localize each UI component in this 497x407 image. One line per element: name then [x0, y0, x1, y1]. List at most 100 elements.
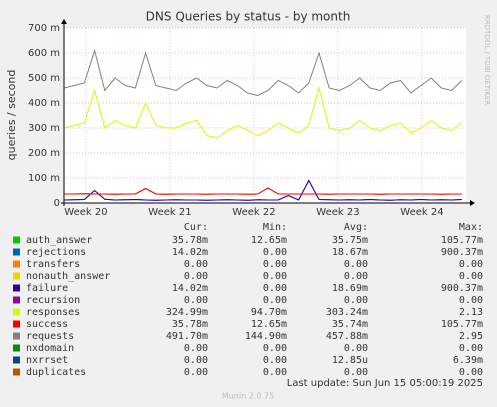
y-axis-arrow: [61, 19, 67, 24]
legend-header: Min:: [263, 222, 287, 233]
y-tick-label: 700 m: [28, 23, 60, 34]
chart-title: DNS Queries by status - by month: [146, 10, 351, 24]
legend-stat: 0.00: [184, 355, 208, 366]
x-tick-label: Week 20: [64, 207, 107, 218]
legend-swatch: [13, 320, 20, 328]
legend-stat: 2.13: [459, 307, 483, 318]
legend-header: Max:: [459, 222, 483, 233]
legend-stat: 0.00: [263, 259, 287, 270]
legend-stat: 35.78m: [172, 319, 208, 330]
legend-stat: 0.00: [263, 295, 287, 306]
last-update: Last update: Sun Jun 15 05:00:19 2025: [287, 378, 483, 389]
legend-name: nonauth_answer: [26, 271, 110, 282]
legend-stat: 0.00: [344, 271, 368, 282]
legend-stat: 491.70m: [166, 331, 208, 342]
x-tick-label: Week 24: [400, 207, 443, 218]
legend-swatch: [13, 296, 20, 304]
legend-stat: 900.37m: [441, 283, 483, 294]
legend-stat: 0.00: [184, 367, 208, 378]
legend-stat: 0.00: [184, 295, 208, 306]
legend-stat: 0.00: [263, 355, 287, 366]
legend-stat: 35.74m: [332, 319, 368, 330]
legend-stat: 144.90m: [245, 331, 287, 342]
legend-swatch: [13, 368, 20, 376]
y-tick-label: 400 m: [28, 98, 60, 109]
legend-stat: 0.00: [263, 343, 287, 354]
legend-swatch: [13, 356, 20, 364]
legend-swatch: [13, 248, 20, 256]
legend-stat: 324.99m: [166, 307, 208, 318]
legend-name: responses: [26, 307, 80, 318]
legend-stat: 0.00: [344, 367, 368, 378]
legend-swatch: [13, 260, 20, 268]
legend-stat: 0.00: [263, 271, 287, 282]
x-tick-label: Week 22: [232, 207, 275, 218]
legend-stat: 0.00: [459, 271, 483, 282]
plot-area: [64, 28, 466, 203]
x-tick-label: Week 23: [316, 207, 359, 218]
legend-swatch: [13, 272, 20, 280]
series-line: [64, 187, 462, 195]
legend-stat: 0.00: [344, 295, 368, 306]
legend-stat: 12.85u: [332, 355, 368, 366]
legend-stat: 0.00: [184, 271, 208, 282]
legend-name: rejections: [26, 247, 86, 258]
legend-name: nxrrset: [26, 355, 68, 366]
legend-stat: 2.95: [459, 331, 483, 342]
legend-name: success: [26, 319, 68, 330]
legend-name: requests: [26, 331, 74, 342]
legend-stat: 0.00: [344, 259, 368, 270]
legend-stat: 94.70m: [251, 307, 287, 318]
legend-name: failure: [26, 283, 68, 294]
legend-stat: 14.02m: [172, 283, 208, 294]
legend-stat: 0.00: [459, 259, 483, 270]
x-axis-arrow: [470, 200, 475, 206]
legend-stat: 35.75m: [332, 235, 368, 246]
legend-stat: 12.65m: [251, 235, 287, 246]
legend-stat: 14.02m: [172, 247, 208, 258]
legend-swatch: [13, 344, 20, 352]
legend-stat: 12.65m: [251, 319, 287, 330]
legend-stat: 0.00: [263, 283, 287, 294]
legend-name: recursion: [26, 295, 80, 306]
legend-header: Avg:: [344, 222, 368, 233]
legend-stat: 0.00: [184, 259, 208, 270]
legend-name: duplicates: [26, 367, 86, 378]
y-tick-label: 200 m: [28, 148, 60, 159]
y-tick-label: 0: [54, 198, 60, 209]
legend-stat: 900.37m: [441, 247, 483, 258]
legend-header: Cur:: [184, 222, 208, 233]
series-line: [63, 179, 462, 201]
y-tick-label: 300 m: [28, 123, 60, 134]
y-tick-label: 500 m: [28, 73, 60, 84]
legend-stat: 0.00: [459, 343, 483, 354]
legend-stat: 105.77m: [441, 235, 483, 246]
y-tick-label: 600 m: [28, 48, 60, 59]
legend-stat: 0.00: [344, 343, 368, 354]
legend-stat: 0.00: [263, 247, 287, 258]
watermark: RRDTOOL / TOBI OETIKER: [483, 15, 491, 105]
legend-stat: 105.77m: [441, 319, 483, 330]
legend-stat: 18.67m: [332, 247, 368, 258]
legend-swatch: [13, 236, 20, 244]
series-line: [63, 86, 463, 139]
legend-stat: 0.00: [263, 367, 287, 378]
series-line: [63, 48, 463, 97]
legend-stat: 18.69m: [332, 283, 368, 294]
credit: Munin 2.0.75: [222, 392, 274, 401]
legend-swatch: [13, 308, 20, 316]
legend-name: nxdomain: [26, 343, 74, 354]
legend-name: transfers: [26, 259, 80, 270]
legend-stat: 6.39m: [453, 355, 483, 366]
legend-stat: 303.24m: [326, 307, 368, 318]
legend-stat: 0.00: [459, 295, 483, 306]
y-axis-label: queries / second: [5, 70, 18, 161]
legend-swatch: [13, 284, 20, 292]
legend-stat: 457.88m: [326, 331, 368, 342]
legend-name: auth_answer: [26, 235, 92, 246]
x-tick-label: Week 21: [148, 207, 191, 218]
legend-swatch: [13, 332, 20, 340]
y-tick-label: 100 m: [28, 173, 60, 184]
